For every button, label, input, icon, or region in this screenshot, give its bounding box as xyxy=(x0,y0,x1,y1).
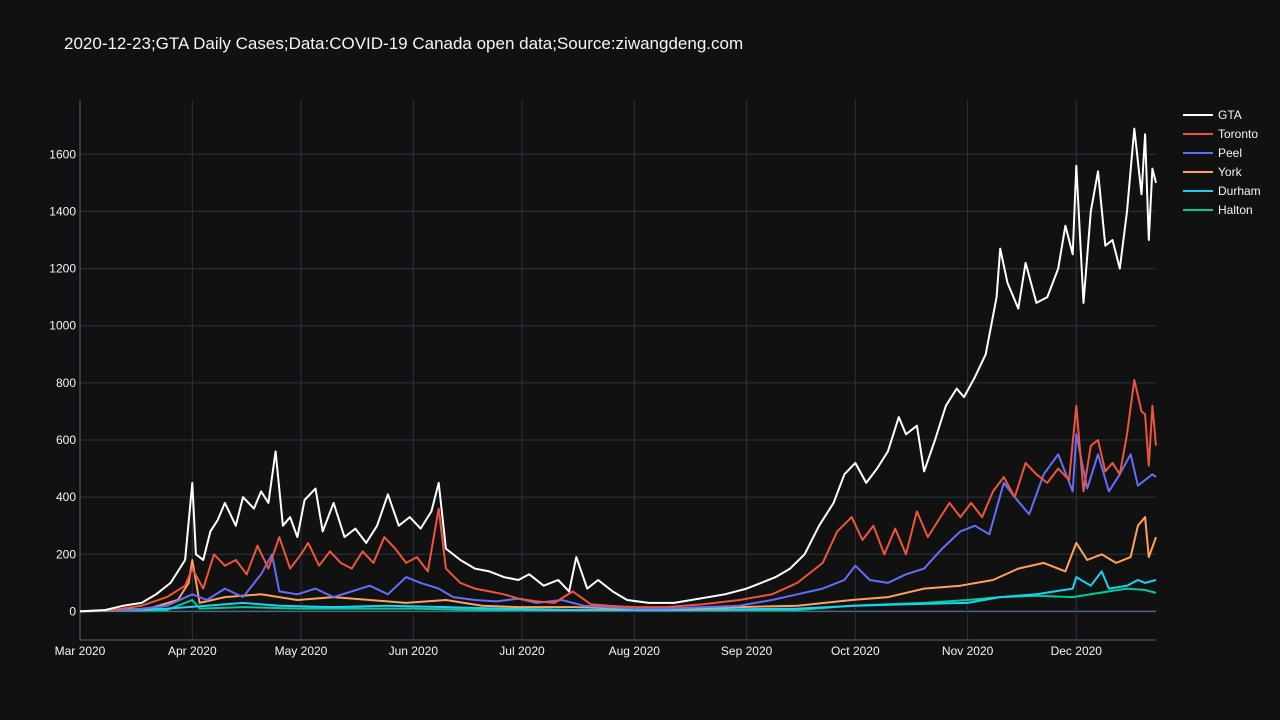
y-tick-label: 400 xyxy=(56,490,76,504)
x-tick-label: Aug 2020 xyxy=(609,644,661,658)
series-line-gta xyxy=(79,127,1157,613)
axis-layer: 0 200 400 600 800 1000 1200 1400 1600 Mar 2020 Apr… xyxy=(49,100,1156,658)
series-layer xyxy=(79,127,1157,613)
y-tick-label: 1000 xyxy=(49,319,76,333)
x-tick-label: Jun 2020 xyxy=(389,644,439,658)
legend-item-gta[interactable]: GTA xyxy=(1183,108,1242,122)
x-tick-label: Dec 2020 xyxy=(1051,644,1103,658)
legend-item-peel[interactable]: Peel xyxy=(1183,146,1242,160)
x-tick-label: Apr 2020 xyxy=(168,644,217,658)
grid-layer xyxy=(79,100,1156,640)
y-tick-label: 1600 xyxy=(49,147,76,161)
legend-label: Halton xyxy=(1218,203,1253,217)
x-tick-label: Nov 2020 xyxy=(942,644,994,658)
legend-item-toronto[interactable]: Toronto xyxy=(1183,127,1258,141)
legend-item-york[interactable]: York xyxy=(1183,165,1243,179)
legend-label: Durham xyxy=(1218,184,1261,198)
series-line-york xyxy=(79,516,1157,613)
legend-item-durham[interactable]: Durham xyxy=(1183,184,1261,198)
y-tick-label: 1200 xyxy=(49,262,76,276)
x-tick-label: Sep 2020 xyxy=(721,644,773,658)
legend-label: Peel xyxy=(1218,146,1242,160)
x-tick-label: Jul 2020 xyxy=(499,644,545,658)
series-line-peel xyxy=(79,433,1157,613)
series-line-durham xyxy=(79,570,1157,613)
legend-label: GTA xyxy=(1218,108,1242,122)
y-tick-label: 0 xyxy=(69,604,76,618)
legend-label: Toronto xyxy=(1218,127,1258,141)
chart-title: 2020-12-23;GTA Daily Cases;Data:COVID-19… xyxy=(64,34,744,53)
x-tick-label: May 2020 xyxy=(275,644,328,658)
legend-label: York xyxy=(1218,165,1243,179)
x-tick-label: Oct 2020 xyxy=(831,644,880,658)
y-tick-label: 1400 xyxy=(49,204,76,218)
legend-item-halton[interactable]: Halton xyxy=(1183,203,1253,217)
y-tick-label: 200 xyxy=(56,547,76,561)
series-line-toronto xyxy=(79,379,1157,613)
x-tick-label: Mar 2020 xyxy=(55,644,106,658)
legend[interactable]: GTA Toronto Peel York Durham Halton xyxy=(1183,108,1261,217)
y-tick-label: 800 xyxy=(56,376,76,390)
y-tick-label: 600 xyxy=(56,433,76,447)
